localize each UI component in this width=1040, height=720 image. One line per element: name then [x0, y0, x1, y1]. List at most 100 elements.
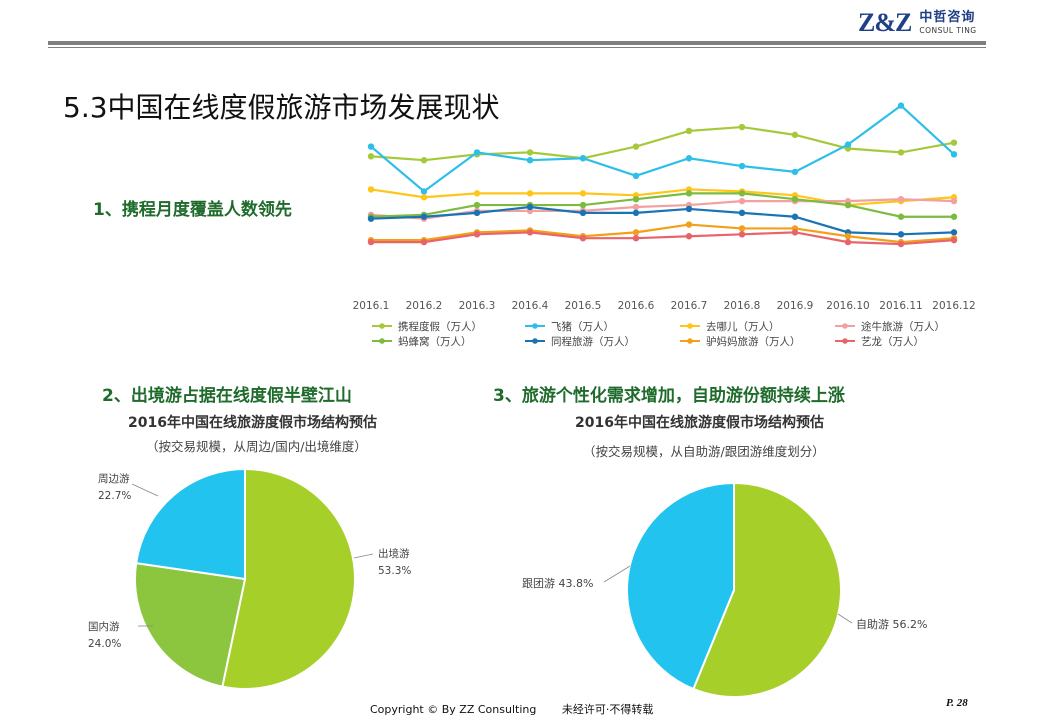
- data-point: [950, 151, 958, 158]
- data-point: [791, 213, 799, 220]
- x-tick-label: 2016.11: [879, 300, 922, 312]
- x-tick-label: 2016.10: [826, 300, 869, 312]
- data-point: [950, 139, 958, 146]
- data-point: [632, 143, 640, 150]
- series-line-7: [371, 231, 955, 246]
- data-point: [738, 209, 746, 217]
- x-tick-label: 2016.3: [459, 300, 496, 312]
- data-point: [473, 201, 481, 209]
- data-point: [685, 205, 693, 213]
- data-point: [844, 141, 852, 148]
- data-point: [367, 153, 375, 160]
- x-tick-label: 2016.8: [724, 300, 761, 312]
- x-tick-label: 2016.7: [671, 300, 708, 312]
- x-tick-label: 2016.5: [565, 300, 602, 312]
- section-heading-2: 2、出境游占据在线度假半壁江山: [102, 386, 352, 406]
- data-point: [526, 149, 534, 156]
- destination-type-pie-chart: 出境游 53.3% 国内游 24.0% 周边游 22.7%: [88, 467, 411, 690]
- data-point: [579, 155, 587, 162]
- slice-value: 22.7%: [98, 490, 131, 502]
- x-tick-label: 2016.12: [932, 300, 975, 312]
- pie-slice-0: [692, 481, 842, 698]
- data-point: [685, 221, 693, 228]
- leader-line: [603, 565, 631, 583]
- legend-label: 同程旅游（万人）: [551, 335, 635, 348]
- legend-marker: [532, 338, 538, 344]
- data-point: [473, 149, 481, 156]
- logo-mark: Z&Z: [858, 8, 912, 37]
- data-point: [791, 131, 799, 139]
- legend-label: 艺龙（万人）: [861, 335, 924, 348]
- x-tick-label: 2016.4: [512, 300, 549, 312]
- data-point: [632, 203, 640, 211]
- pie-slice-2: [135, 467, 246, 581]
- page-number: P. 28: [946, 697, 968, 709]
- data-point: [526, 190, 534, 197]
- data-point: [791, 196, 799, 203]
- series-line-4: [370, 192, 954, 218]
- data-point: [738, 197, 746, 205]
- legend-label: 驴妈妈旅游（万人）: [706, 335, 801, 348]
- data-point: [897, 196, 905, 203]
- data-point: [685, 127, 693, 135]
- data-point: [738, 162, 746, 170]
- slice-value: 53.3%: [378, 565, 411, 577]
- pie1-title: 2016年中国在线旅游度假市场结构预估: [128, 415, 377, 431]
- pie1-subtitle: （按交易规模，从周边/国内/出境维度）: [146, 439, 367, 454]
- logo-chinese-name: 中哲咨询: [919, 10, 976, 26]
- data-point: [367, 215, 375, 222]
- legend-marker: [842, 323, 848, 329]
- pie2-title: 2016年中国在线旅游度假市场结构预估: [575, 415, 824, 431]
- data-point: [844, 201, 852, 209]
- slice-label: 出境游: [378, 547, 410, 560]
- x-tick-label: 2016.9: [777, 300, 814, 312]
- legend-label: 携程度假（万人）: [398, 320, 482, 333]
- slice-label: 周边游: [98, 472, 130, 485]
- leader-line: [353, 553, 374, 559]
- slice-label: 国内游: [88, 620, 120, 633]
- data-point: [526, 157, 534, 164]
- data-point: [473, 209, 481, 217]
- data-point: [526, 203, 534, 211]
- leader-line: [837, 613, 853, 624]
- logo-english-name: CONSUL TING: [919, 26, 977, 36]
- data-point: [738, 123, 746, 131]
- section-heading-3: 3、旅游个性化需求增加，自助游份额持续上涨: [493, 386, 845, 406]
- data-point: [632, 172, 640, 179]
- x-tick-label: 2016.2: [406, 300, 443, 312]
- x-tick-label: 2016.6: [618, 300, 655, 312]
- data-point: [420, 213, 428, 220]
- data-point: [844, 233, 852, 240]
- series-line-5: [370, 205, 955, 236]
- data-point: [685, 233, 693, 240]
- data-point: [632, 196, 640, 203]
- tour-type-pie-chart: 自助游 56.2% 跟团游 43.8%: [522, 481, 927, 698]
- data-point: [579, 190, 587, 197]
- data-point: [579, 209, 587, 217]
- data-point: [791, 168, 799, 176]
- legend-marker: [379, 338, 385, 344]
- data-point: [473, 190, 481, 197]
- slice-label: 自助游 56.2%: [856, 617, 927, 631]
- monthly-coverage-line-chart: 2016.1 2016.2 2016.3 2016.4 2016.5 2016.6 2016…: [353, 102, 976, 348]
- footer-copyright: Copyright © By ZZ Consulting: [370, 703, 537, 716]
- data-point: [950, 197, 958, 205]
- data-point: [897, 240, 905, 248]
- pie2-subtitle: （按交易规模，从自助游/跟团游维度划分）: [583, 444, 825, 459]
- leader-line: [131, 483, 159, 497]
- series-line-1: [370, 104, 955, 193]
- data-point: [897, 231, 905, 238]
- data-point: [791, 229, 799, 236]
- series-line-6: [371, 223, 955, 244]
- data-point: [950, 236, 958, 244]
- company-logo: Z&Z 中哲咨询 CONSUL TING: [858, 8, 977, 38]
- data-point: [738, 225, 746, 232]
- data-point: [420, 157, 428, 164]
- slice-value: 24.0%: [88, 638, 121, 650]
- data-point: [897, 213, 905, 220]
- pie-slice-1: [134, 562, 247, 688]
- data-point: [367, 238, 375, 246]
- footer: Copyright © By ZZ Consulting 未经许可·不得转载: [370, 701, 653, 717]
- series-line-3: [370, 198, 955, 220]
- data-point: [420, 194, 428, 201]
